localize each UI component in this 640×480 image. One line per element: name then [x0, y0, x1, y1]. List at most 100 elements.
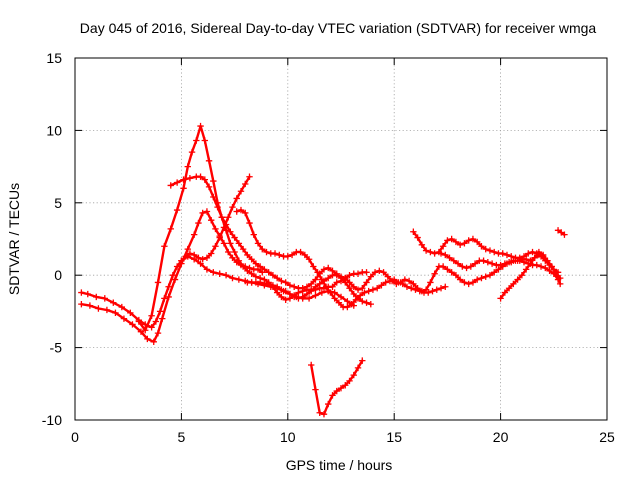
data-point: [112, 309, 119, 317]
data-point: [384, 273, 392, 280]
data-point: [290, 293, 298, 301]
data-point: [161, 243, 168, 250]
data-point: [359, 285, 366, 292]
data-point: [510, 280, 517, 288]
data-point: [461, 279, 468, 286]
data-point: [290, 283, 298, 290]
data-point: [537, 263, 545, 270]
data-point: [261, 266, 268, 273]
axis-ticks: [74, 57, 608, 421]
data-point: [308, 280, 315, 288]
data-point: [503, 251, 511, 259]
data-point: [486, 247, 494, 254]
data-point: [173, 206, 181, 214]
data-point: [93, 293, 100, 301]
data-point: [346, 272, 353, 279]
data-point: [210, 193, 217, 201]
data-point: [542, 264, 549, 272]
data-point: [382, 279, 389, 286]
data-point: [229, 274, 236, 282]
data-point: [205, 157, 213, 165]
data-point: [397, 279, 404, 286]
data-point: [484, 258, 492, 266]
data-point: [497, 261, 504, 269]
data-point: [135, 318, 143, 325]
data-point: [367, 300, 374, 308]
data-point: [337, 384, 345, 392]
data-point: [242, 180, 249, 188]
data-point: [422, 286, 430, 293]
data-point: [308, 287, 315, 295]
data-point: [354, 364, 362, 372]
data-point: [212, 225, 219, 233]
data-point: [333, 279, 340, 286]
data-point: [393, 280, 400, 288]
data-point: [110, 299, 117, 306]
data-point: [197, 260, 204, 267]
data-point: [190, 231, 198, 238]
data-point: [101, 295, 108, 302]
data-point: [427, 248, 434, 256]
data-point: [86, 302, 94, 309]
data-point: [320, 411, 328, 418]
data-point: [495, 266, 502, 273]
data-point: [312, 276, 319, 283]
data-point: [418, 287, 426, 295]
data-point: [252, 273, 260, 280]
data-point: [348, 300, 355, 308]
data-point: [448, 235, 455, 243]
data-point: [327, 289, 334, 296]
data-point: [380, 269, 387, 276]
data-point: [229, 254, 236, 262]
data-point: [405, 277, 413, 285]
y-tick-label: -5: [50, 340, 63, 356]
data-point: [442, 251, 449, 259]
data-point: [463, 264, 470, 272]
data-point: [156, 308, 164, 315]
data-point: [320, 277, 328, 285]
data-point: [333, 387, 340, 395]
data-point: [154, 329, 162, 337]
data-point: [527, 260, 534, 267]
data-point: [152, 318, 160, 325]
series-track-10: [497, 251, 564, 302]
data-point: [378, 282, 385, 289]
data-point: [269, 282, 277, 289]
data-point: [173, 179, 181, 186]
data-point: [150, 338, 157, 346]
data-point: [363, 299, 370, 306]
y-axis-label: SDTVAR / TECUs: [6, 183, 22, 295]
data-point: [301, 251, 309, 259]
data-point: [346, 279, 353, 286]
data-point: [312, 292, 319, 299]
data-point: [218, 214, 226, 221]
data-point: [184, 253, 191, 260]
data-point: [282, 296, 289, 304]
data-point: [514, 257, 521, 264]
data-point: [144, 335, 151, 343]
data-point: [252, 260, 260, 267]
data-point: [508, 253, 515, 260]
data-point: [320, 266, 328, 273]
data-point: [195, 254, 202, 262]
data-point: [437, 250, 445, 257]
data-point: [154, 279, 162, 286]
data-point: [188, 148, 196, 156]
data-point: [137, 328, 145, 335]
data-point: [501, 260, 509, 267]
x-tick-label: 10: [280, 429, 296, 445]
data-point: [231, 234, 238, 241]
data-point: [235, 257, 243, 264]
data-point: [359, 357, 366, 364]
data-point: [282, 287, 289, 295]
data-point: [210, 177, 217, 185]
data-point: [350, 290, 357, 298]
data-point: [471, 260, 479, 267]
data-point: [186, 174, 194, 182]
data-point: [344, 303, 351, 311]
data-point: [303, 283, 311, 290]
data-point: [505, 285, 513, 292]
data-point: [456, 276, 464, 283]
data-point: [533, 261, 540, 269]
data-point: [286, 282, 294, 289]
